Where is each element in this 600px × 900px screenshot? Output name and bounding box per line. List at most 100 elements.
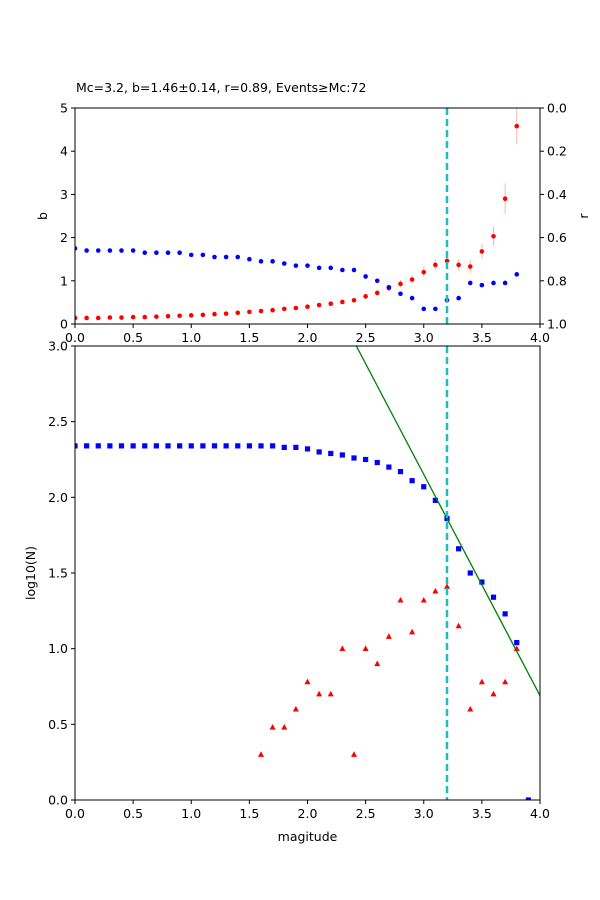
marker [456,262,461,268]
y-tick-label: 3 [60,187,68,202]
marker [223,311,229,316]
marker [107,443,113,449]
marker [165,443,171,449]
marker [119,248,124,253]
marker [142,443,148,449]
x-tick-label: 1.5 [239,330,259,345]
marker [421,269,427,275]
marker [165,313,171,319]
marker [420,596,427,603]
marker [258,751,264,757]
y-tick-label: 5 [60,101,68,116]
x-tick-label: 2.0 [298,330,318,345]
marker [328,301,334,306]
marker [153,443,159,449]
marker [502,678,509,685]
marker [456,546,462,552]
marker [258,308,264,314]
y-tick-label: 0 [60,317,68,332]
y-tick-label: 4 [60,144,68,159]
marker [270,307,275,313]
x-axis-label: magitude [278,829,338,844]
marker [84,315,89,321]
marker [491,280,496,286]
marker [223,443,229,449]
marker [177,443,183,449]
marker [200,252,206,258]
marker [351,297,357,303]
y-tick-label: 0.5 [48,717,68,732]
marker [467,570,473,576]
marker [502,280,508,286]
x-tick-label: 0.0 [65,806,85,821]
marker [502,196,508,202]
x-tick-label: 4.0 [530,330,550,345]
marker [432,497,438,503]
marker [142,250,148,256]
marker [293,444,299,450]
y2-axis-label: r [576,213,591,219]
subplot: 0.0 0.5 1.0 1.5 2.0 2.5 3.0 3.5 4.0 0.0 0.5 1.0 1.5 2… [23,339,550,845]
marker [327,690,334,697]
marker [385,633,392,639]
plot-area [75,108,520,324]
marker [479,282,485,288]
x-tick-label: 3.0 [414,806,434,821]
marker [95,315,101,321]
x-tick-label: 2.5 [356,806,376,821]
marker [351,455,357,461]
marker [478,678,485,685]
y-tick-label: 1 [60,273,68,288]
marker [444,583,450,589]
marker [130,443,136,449]
marker [514,272,520,277]
y2-tick-label: 0.8 [547,273,567,288]
y2-tick-label: 1.0 [547,317,567,332]
marker [398,281,403,287]
y-tick-label: 2.5 [48,414,68,429]
x-tick-label: 1.0 [181,330,201,345]
marker [328,265,334,271]
marker [130,248,136,253]
marker [467,280,473,286]
marker [409,628,416,635]
marker [292,705,299,712]
marker [398,291,403,297]
y2-tick-label: 0.6 [547,230,567,245]
marker [374,290,380,296]
marker [258,259,264,264]
marker [281,306,287,312]
marker [247,309,252,315]
marker [281,444,287,450]
marker [118,443,125,449]
marker [374,278,380,284]
marker [362,645,369,651]
marker [339,452,345,458]
marker [409,277,415,282]
x-tick-label: 4.0 [530,806,550,821]
marker [433,306,438,312]
marker [154,314,159,319]
marker [165,250,171,256]
marker [305,263,310,268]
marker [223,254,229,260]
marker [95,443,101,449]
marker [432,587,439,594]
marker [246,443,252,449]
marker [130,314,136,320]
marker [281,261,287,266]
marker [107,248,113,253]
x-tick-label: 0.5 [123,806,143,821]
marker [316,302,322,308]
marker [235,310,241,316]
y-tick-label: 2.0 [48,490,68,505]
marker [211,443,218,449]
marker [142,314,148,320]
marker [525,797,531,800]
marker [305,304,310,310]
marker [363,294,368,299]
x-tick-label: 2.5 [356,330,376,345]
marker [339,645,346,651]
marker [188,443,194,449]
